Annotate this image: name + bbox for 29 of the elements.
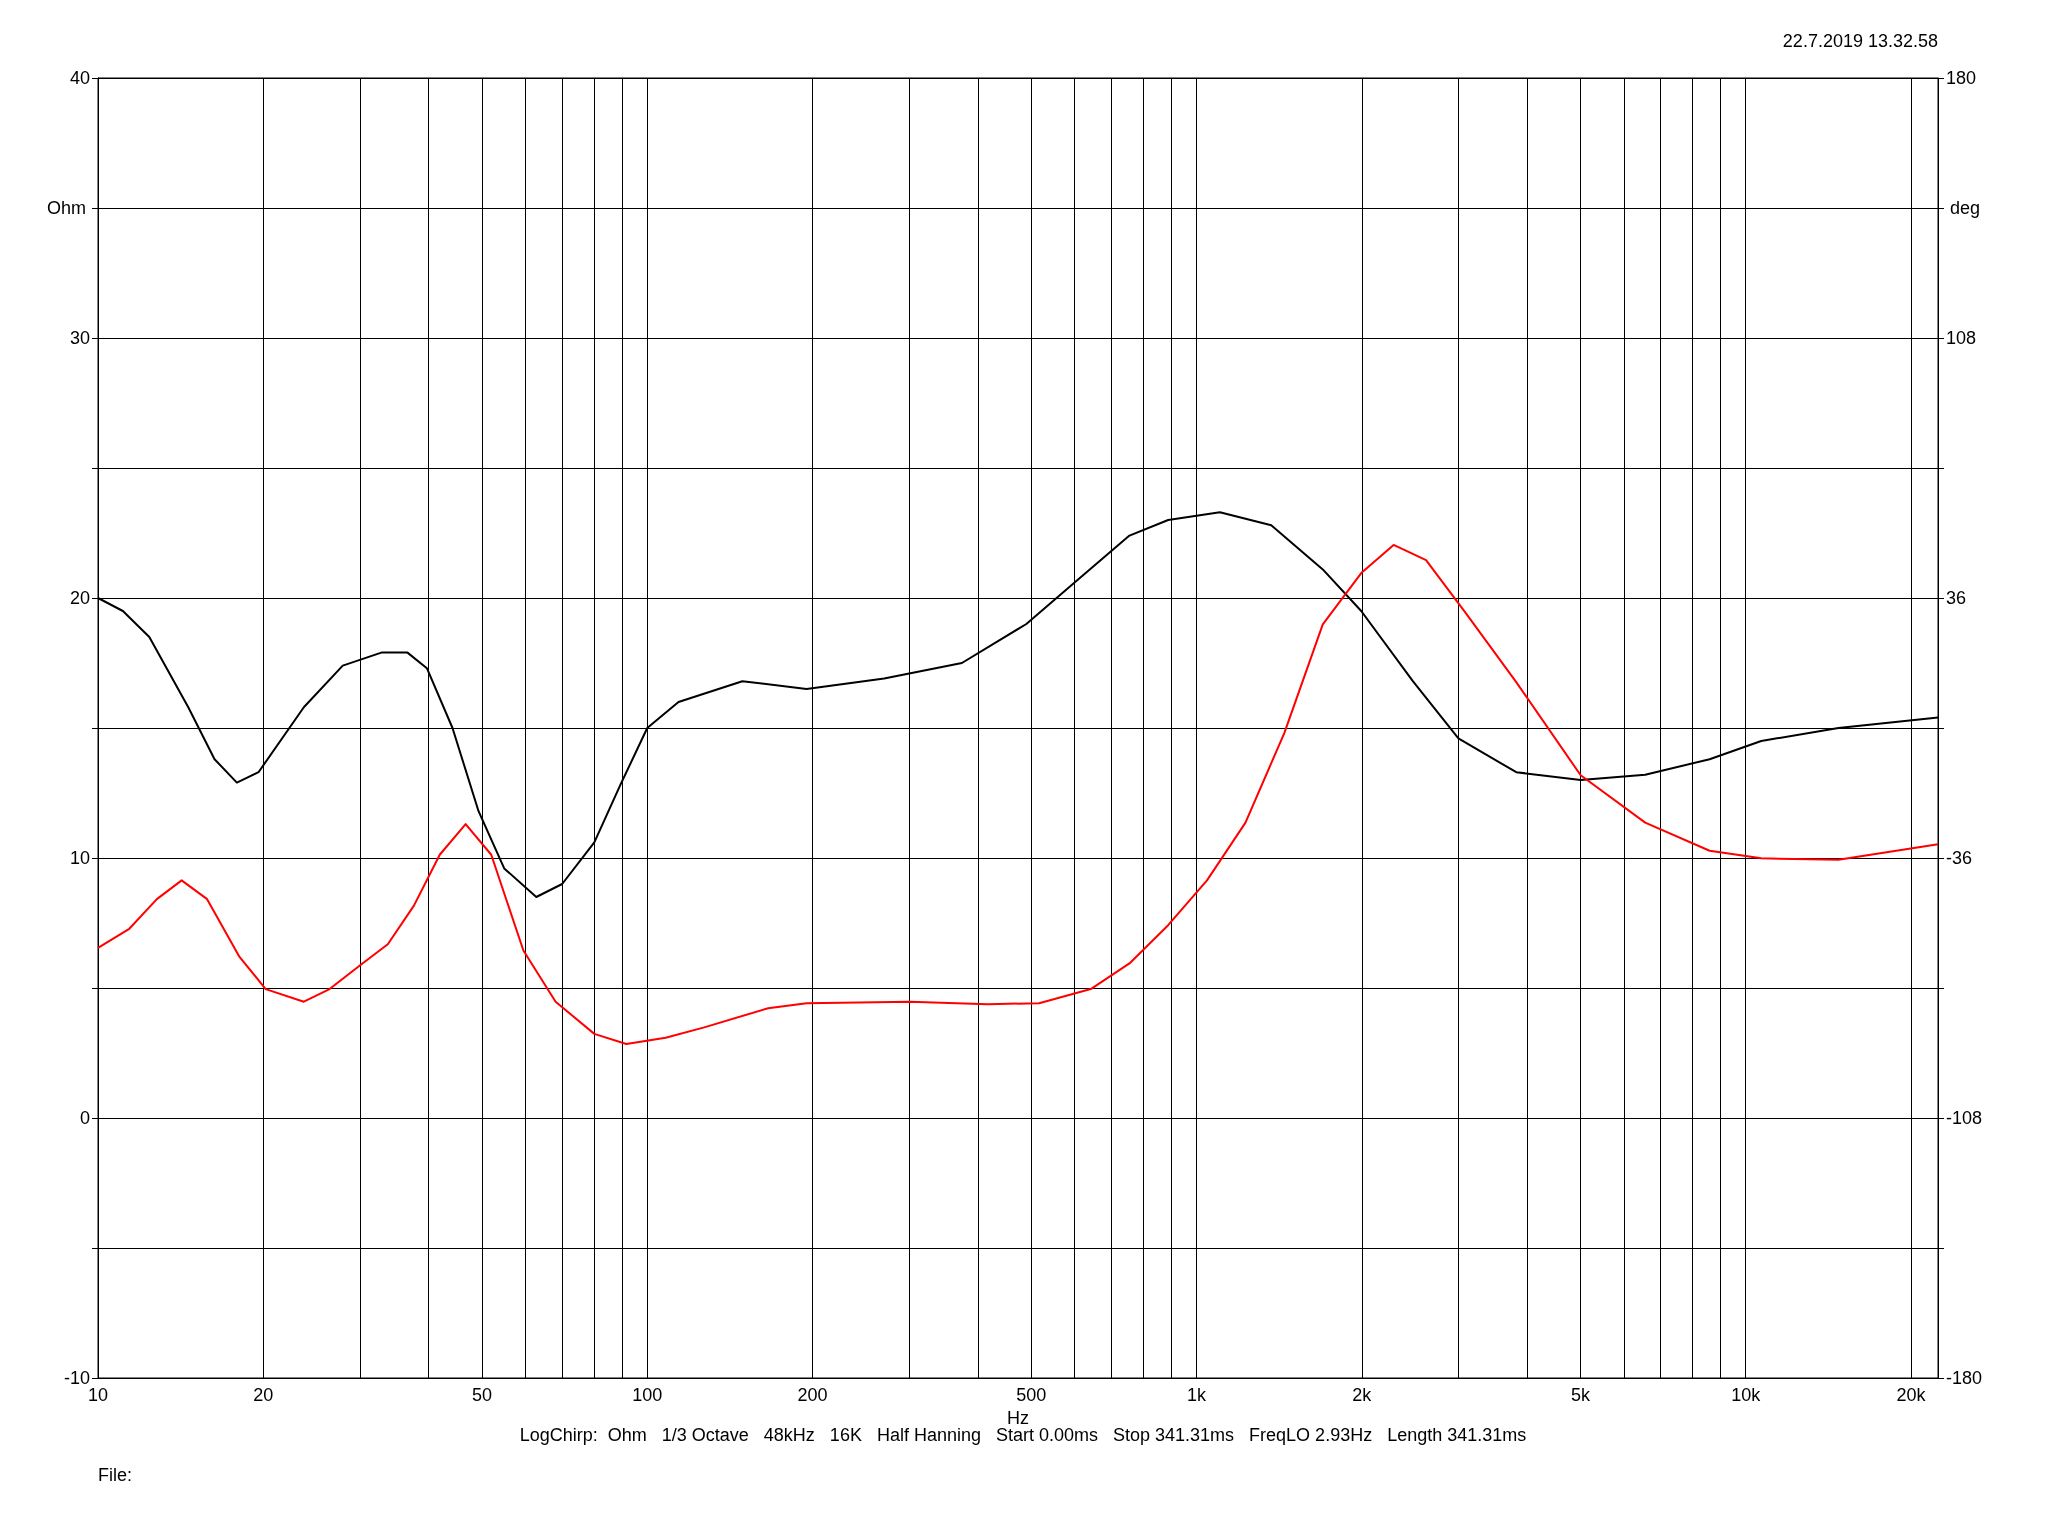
y-tick-label: 10 <box>69 848 90 868</box>
y-tick-label: 30 <box>69 328 90 348</box>
x-tick-label: 20 <box>253 1385 274 1405</box>
y-axis-title: Ohm <box>46 198 86 218</box>
x-tick-label: 5k <box>1570 1385 1591 1405</box>
y2-tick-label: -36 <box>1946 848 1973 868</box>
x-tick-label: 20k <box>1896 1385 1927 1405</box>
y-tick-label: -10 <box>63 1368 90 1388</box>
text: LogChirp: Ohm 1/3 Octave 48kHz 16K Half Hanning Start 0.00ms Stop 341.31ms FreqLO 2.93Hz Length 341.31ms <box>519 1425 1527 1445</box>
y2-tick-label: -108 <box>1946 1108 1983 1128</box>
y2-tick-label: -180 <box>1946 1368 1983 1388</box>
text: File: <box>98 1465 133 1485</box>
x-axis-title: Hz <box>1007 1407 1029 1428</box>
x-tick-label: 10 <box>87 1385 109 1405</box>
y2-axis-title: deg <box>1950 198 1981 218</box>
x-tick-label: 2k <box>1352 1385 1373 1405</box>
y2-tick-label: 108 <box>1946 328 1977 348</box>
x-tick-label: 100 <box>632 1385 663 1405</box>
text: 22.7.2019 13.32.58 <box>1782 31 1939 51</box>
y-tick-label: 40 <box>69 68 90 88</box>
y-tick-label: 20 <box>69 588 90 608</box>
y-tick-label: 0 <box>79 1108 90 1128</box>
y2-tick-label: 36 <box>1946 588 1967 608</box>
x-tick-label: 10k <box>1731 1385 1762 1405</box>
y2-tick-label: 180 <box>1946 68 1977 88</box>
x-tick-label: 500 <box>1016 1385 1047 1405</box>
x-tick-label: 50 <box>471 1385 492 1405</box>
x-tick-label: 200 <box>797 1385 828 1405</box>
x-tick-label: 1k <box>1186 1385 1207 1405</box>
